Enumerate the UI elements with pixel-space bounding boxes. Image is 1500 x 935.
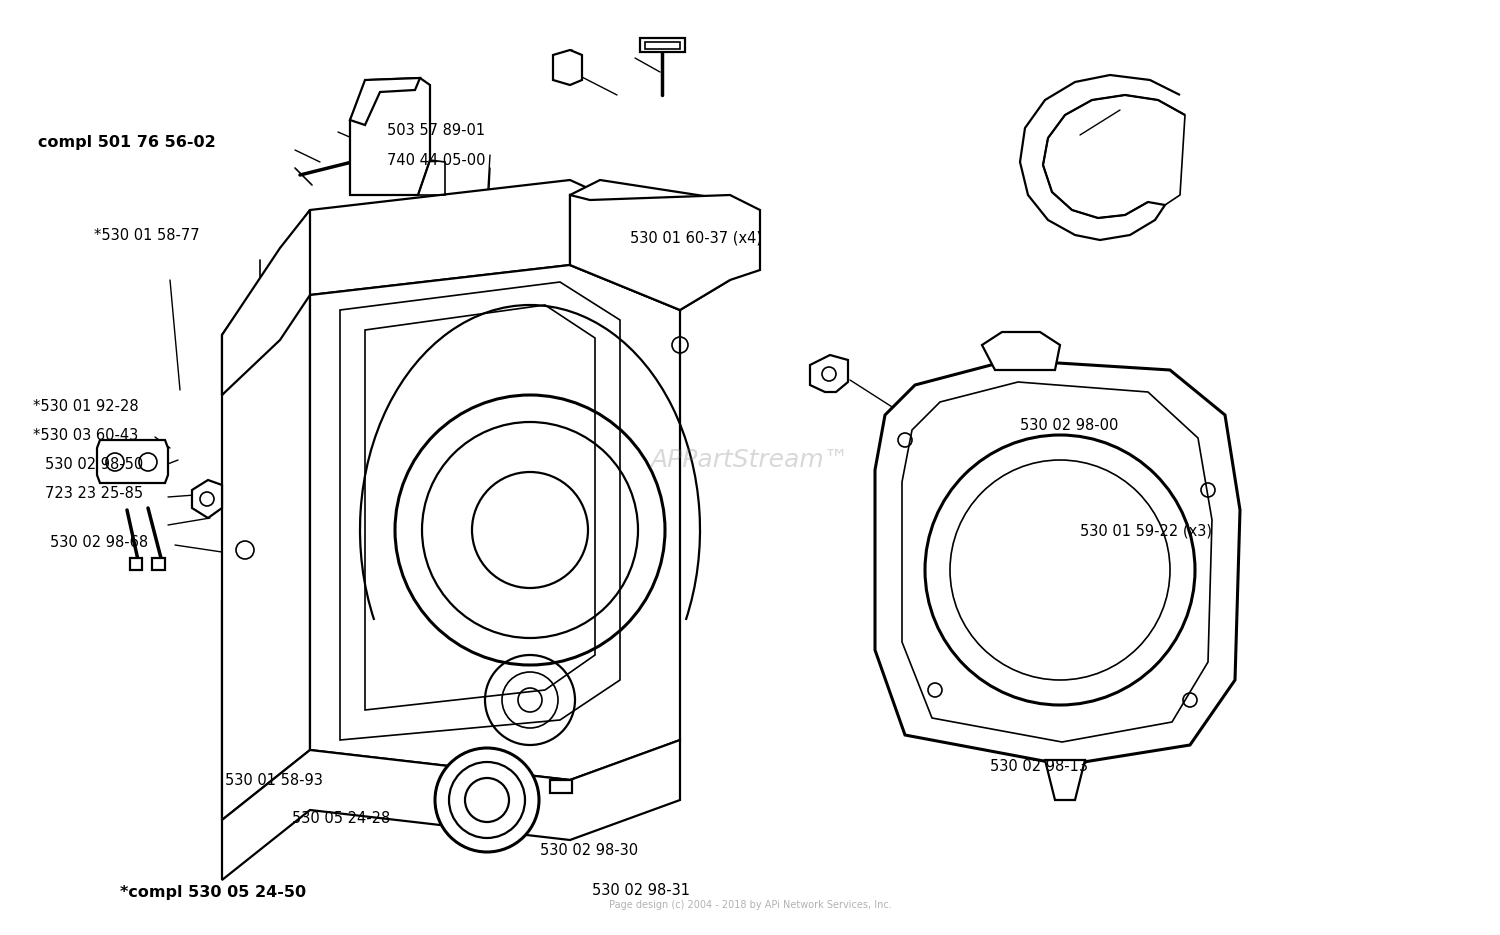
Polygon shape [640,38,686,52]
Text: *530 03 60-43: *530 03 60-43 [33,428,138,443]
Polygon shape [550,780,572,793]
Text: 530 02 98-31: 530 02 98-31 [592,883,690,898]
Circle shape [435,748,538,852]
Text: *530 01 58-77: *530 01 58-77 [94,228,200,243]
Text: compl 501 76 56-02: compl 501 76 56-02 [38,135,216,150]
Polygon shape [222,210,310,395]
Text: 723 23 25-85: 723 23 25-85 [45,486,142,501]
Text: 530 01 58-93: 530 01 58-93 [225,773,322,788]
Polygon shape [310,265,680,780]
Polygon shape [554,50,582,85]
Polygon shape [1046,760,1084,800]
Text: 530 02 98-50: 530 02 98-50 [45,457,144,472]
Text: *530 01 92-28: *530 01 92-28 [33,399,138,414]
Text: 530 05 24-28: 530 05 24-28 [292,811,390,826]
Text: 530 01 59-22 (x3): 530 01 59-22 (x3) [1080,524,1212,539]
Polygon shape [874,360,1240,765]
Polygon shape [982,332,1060,370]
Text: APPartStream™: APPartStream™ [651,448,849,472]
Text: 740 44 05-00: 740 44 05-00 [387,153,486,168]
Text: 530 02 98-30: 530 02 98-30 [540,843,638,858]
Text: Page design (c) 2004 - 2018 by APi Network Services, Inc.: Page design (c) 2004 - 2018 by APi Netwo… [609,900,891,910]
Text: *compl 530 05 24-50: *compl 530 05 24-50 [120,885,306,900]
Polygon shape [98,440,168,483]
Text: 530 02 98-13: 530 02 98-13 [990,759,1088,774]
Polygon shape [350,78,430,195]
Polygon shape [570,195,760,310]
Polygon shape [130,558,142,570]
Text: 530 01 60-37 (x4): 530 01 60-37 (x4) [630,231,762,246]
Text: 503 57 89-01: 503 57 89-01 [387,123,484,138]
Polygon shape [152,558,165,570]
Polygon shape [222,295,310,820]
Polygon shape [192,480,222,518]
Polygon shape [222,180,680,395]
Polygon shape [810,355,847,392]
Text: 530 02 98-68: 530 02 98-68 [50,535,147,550]
Polygon shape [1020,75,1185,240]
Circle shape [926,435,1196,705]
Polygon shape [222,740,680,880]
Polygon shape [570,180,730,310]
Text: 530 02 98-00: 530 02 98-00 [1020,418,1119,433]
Polygon shape [350,78,420,125]
